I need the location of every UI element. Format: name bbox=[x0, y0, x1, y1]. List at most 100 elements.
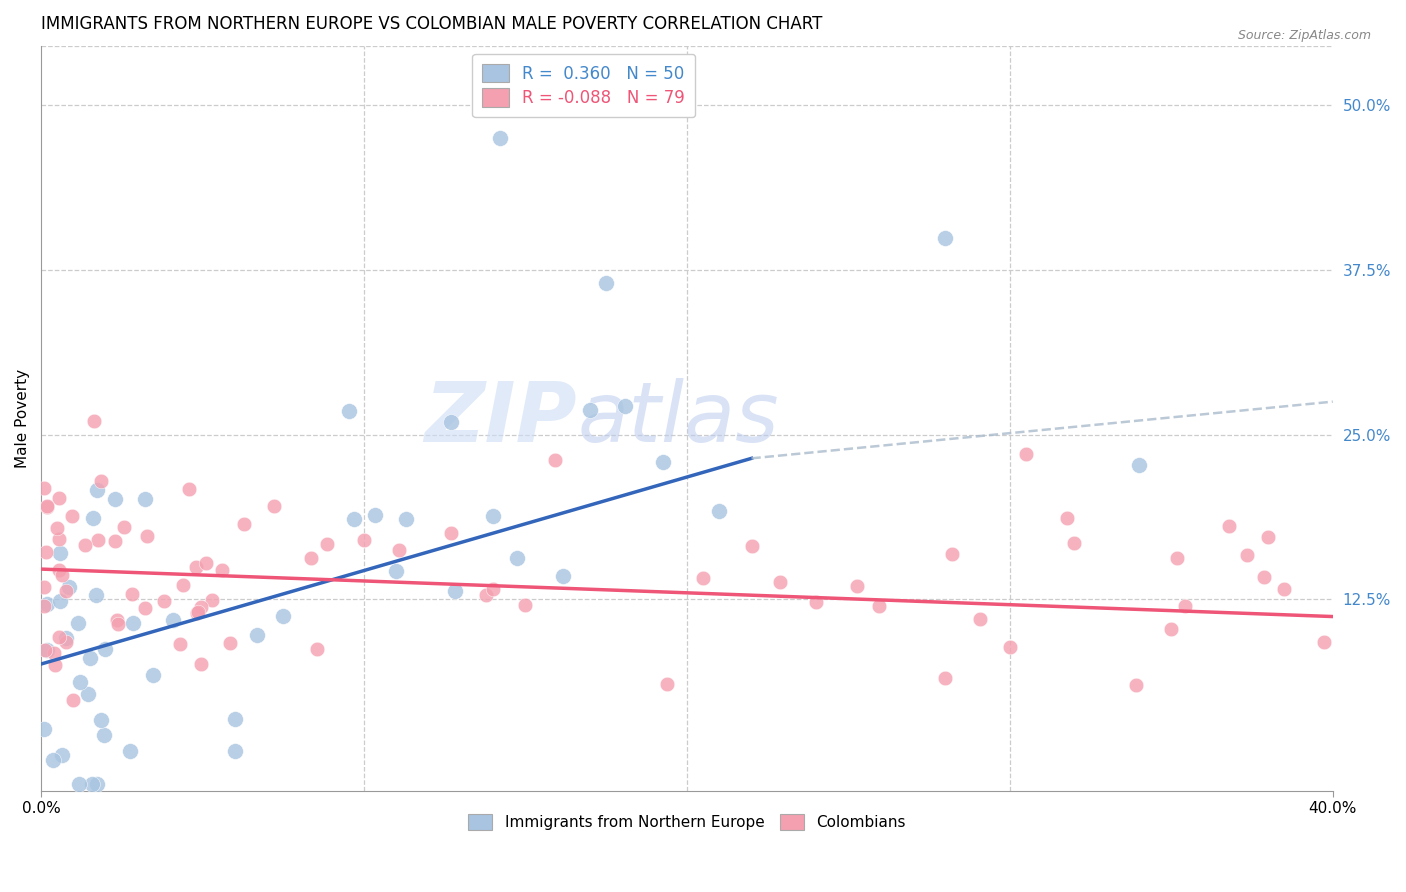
Point bbox=[934, 231, 956, 245]
Point bbox=[86, 483, 108, 497]
Point bbox=[692, 572, 714, 586]
Point bbox=[224, 743, 246, 757]
Point bbox=[83, 510, 105, 524]
Point bbox=[55, 583, 77, 598]
Point bbox=[169, 637, 191, 651]
Point bbox=[315, 537, 337, 551]
Point bbox=[41, 753, 63, 767]
Point bbox=[90, 474, 112, 488]
Point bbox=[443, 584, 465, 599]
Point bbox=[941, 547, 963, 561]
Point bbox=[187, 605, 209, 619]
Point bbox=[120, 744, 142, 758]
Point bbox=[105, 613, 128, 627]
Point bbox=[122, 616, 145, 631]
Y-axis label: Male Poverty: Male Poverty bbox=[15, 368, 30, 467]
Point bbox=[868, 599, 890, 613]
Point bbox=[83, 414, 105, 428]
Point bbox=[136, 529, 159, 543]
Point bbox=[34, 722, 56, 736]
Point bbox=[186, 606, 208, 620]
Point bbox=[804, 595, 827, 609]
Point bbox=[107, 617, 129, 632]
Point bbox=[263, 500, 285, 514]
Point bbox=[66, 616, 89, 631]
Point bbox=[134, 601, 156, 615]
Point bbox=[34, 481, 56, 495]
Point bbox=[55, 632, 77, 646]
Point bbox=[60, 509, 83, 524]
Point bbox=[1056, 511, 1078, 525]
Point bbox=[84, 587, 107, 601]
Point bbox=[475, 588, 498, 602]
Point bbox=[1257, 530, 1279, 544]
Point bbox=[579, 402, 602, 417]
Point bbox=[48, 593, 70, 607]
Point bbox=[48, 491, 70, 506]
Point bbox=[62, 693, 84, 707]
Point bbox=[969, 612, 991, 626]
Point bbox=[1063, 536, 1085, 550]
Point bbox=[651, 455, 673, 469]
Point bbox=[79, 651, 101, 665]
Point bbox=[35, 500, 58, 514]
Point bbox=[73, 538, 96, 552]
Point bbox=[337, 404, 360, 418]
Point bbox=[51, 747, 73, 762]
Point bbox=[112, 519, 135, 533]
Point bbox=[35, 643, 58, 657]
Point bbox=[34, 643, 56, 657]
Text: IMMIGRANTS FROM NORTHERN EUROPE VS COLOMBIAN MALE POVERTY CORRELATION CHART: IMMIGRANTS FROM NORTHERN EUROPE VS COLOM… bbox=[41, 15, 823, 33]
Point bbox=[515, 598, 537, 612]
Point bbox=[845, 579, 868, 593]
Point bbox=[385, 564, 408, 578]
Point bbox=[34, 599, 56, 614]
Point bbox=[998, 640, 1021, 655]
Point bbox=[1128, 458, 1150, 472]
Point bbox=[104, 492, 127, 507]
Point bbox=[1253, 570, 1275, 584]
Text: atlas: atlas bbox=[576, 377, 779, 458]
Point bbox=[93, 728, 115, 742]
Point bbox=[1272, 582, 1295, 596]
Point bbox=[224, 712, 246, 726]
Point bbox=[44, 646, 66, 660]
Point bbox=[90, 713, 112, 727]
Point bbox=[544, 453, 567, 467]
Point bbox=[51, 568, 73, 582]
Point bbox=[45, 520, 67, 534]
Point bbox=[1174, 599, 1197, 614]
Point bbox=[232, 516, 254, 531]
Point bbox=[553, 569, 575, 583]
Text: ZIP: ZIP bbox=[425, 377, 576, 458]
Point bbox=[37, 597, 59, 611]
Point bbox=[162, 613, 184, 627]
Point bbox=[299, 550, 322, 565]
Point bbox=[134, 492, 156, 507]
Point bbox=[246, 628, 269, 642]
Point bbox=[172, 577, 194, 591]
Point bbox=[655, 677, 678, 691]
Point bbox=[104, 533, 127, 548]
Point bbox=[1160, 622, 1182, 636]
Point bbox=[506, 551, 529, 566]
Point bbox=[67, 777, 90, 791]
Point bbox=[211, 563, 233, 577]
Point bbox=[48, 563, 70, 577]
Point bbox=[1166, 551, 1188, 566]
Point bbox=[440, 415, 463, 429]
Point bbox=[34, 580, 56, 594]
Point bbox=[86, 777, 108, 791]
Point bbox=[481, 582, 503, 597]
Point bbox=[1015, 447, 1038, 461]
Point bbox=[55, 634, 77, 648]
Point bbox=[613, 399, 636, 413]
Point bbox=[153, 593, 176, 607]
Point bbox=[218, 636, 240, 650]
Point bbox=[190, 600, 212, 615]
Point bbox=[595, 276, 617, 290]
Point bbox=[305, 642, 328, 657]
Point bbox=[190, 657, 212, 671]
Point bbox=[121, 587, 143, 601]
Point bbox=[488, 131, 510, 145]
